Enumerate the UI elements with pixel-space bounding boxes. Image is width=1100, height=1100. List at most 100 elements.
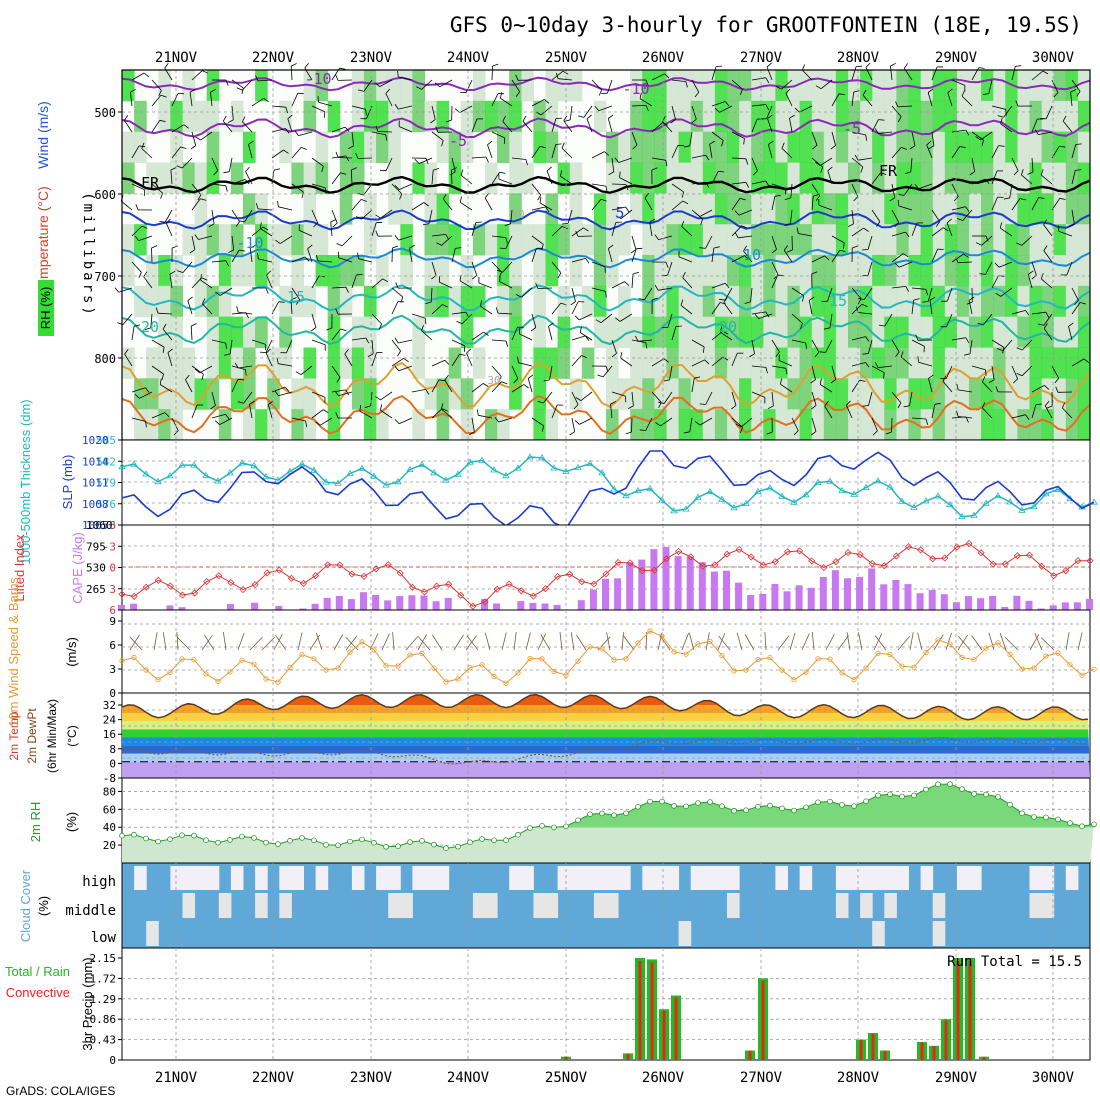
wind-barb-flag (702, 346, 705, 353)
rh-cell (170, 316, 183, 348)
wind-barb (563, 120, 573, 133)
cloud-gap (618, 866, 631, 890)
wind-barb (946, 313, 953, 328)
li-marker (275, 566, 283, 574)
wind-barb (1011, 414, 1026, 419)
rh-cell (545, 131, 559, 163)
wind-barb-flag (237, 401, 244, 404)
y-tick-label: 0.86 (90, 1013, 117, 1026)
wind-barb-flag (1043, 219, 1048, 226)
rh-cell (860, 100, 873, 133)
rh-marker (755, 803, 761, 810)
wind-barb (691, 154, 706, 159)
wind-barb (571, 335, 586, 341)
wind-speed-marker (743, 667, 749, 673)
rh-cell (811, 347, 825, 379)
cape-bar (723, 570, 730, 610)
wind-barb-flag (242, 116, 246, 122)
rh-cell (1005, 347, 1018, 379)
wind-barb (191, 131, 197, 146)
wind-barb (778, 360, 793, 367)
wind-barb-flag (564, 119, 571, 122)
rh-cell (436, 285, 450, 318)
wind-barb-flag (397, 70, 399, 77)
rh-cell (1077, 316, 1091, 348)
wind-barb (1003, 105, 1013, 118)
wind-barb-flag (731, 405, 737, 410)
date-label-bottom-23NOV: 23NOV (350, 1070, 393, 1086)
cape-bar (1001, 607, 1009, 610)
li-marker (759, 561, 767, 569)
rh-marker (959, 786, 965, 792)
cape-bar (444, 597, 452, 610)
wind-barb (543, 391, 553, 404)
wind-barb-flag (394, 337, 399, 344)
rh-cell (969, 162, 982, 194)
wind-barb (1011, 310, 1026, 315)
wind-barb-flag (155, 307, 159, 314)
wind-barb (1071, 79, 1081, 92)
wind-barb-flag (421, 324, 424, 331)
wind-barb-flag (935, 221, 941, 227)
wind-barb-flag (808, 296, 815, 301)
cape-bar (1013, 595, 1021, 610)
rh-cell (364, 70, 377, 102)
contour-label: 10 (743, 246, 761, 264)
wind-barb-flag (257, 252, 259, 259)
wind-barb-flag (361, 199, 367, 202)
rh-cell (412, 409, 425, 441)
wind10m-barb (958, 635, 971, 651)
temp-band (122, 721, 1090, 730)
rh-cell (618, 316, 631, 348)
rh-cell (618, 131, 631, 163)
wind-barb-flag (130, 88, 136, 93)
wind-barb (363, 79, 373, 92)
thickness-series (118, 453, 1098, 520)
wind-barb (691, 105, 697, 120)
rh-marker (719, 803, 725, 809)
wind-barb-flag (854, 154, 859, 161)
wind10m-barb (681, 633, 689, 651)
wind-barb (942, 381, 953, 393)
cloud-gap (230, 866, 244, 890)
rh-cell (448, 131, 462, 163)
rh-cell (702, 316, 716, 348)
wind-barb-flag (1053, 92, 1059, 98)
wind-barb (311, 313, 317, 328)
wind-barb (571, 417, 576, 432)
wind-barb (680, 304, 693, 315)
wind-barb-flag (745, 158, 749, 165)
li-marker (868, 559, 876, 568)
wind10m-barb (873, 633, 883, 651)
wind-barb (931, 249, 938, 263)
wind-barb-flag (639, 92, 642, 99)
rh-cell (714, 193, 728, 225)
wind-barb-flag (639, 429, 646, 431)
rh-cell (666, 70, 680, 102)
wind-barb (1000, 123, 1013, 133)
wind-barb-flag (248, 140, 254, 145)
wind-speed-marker (335, 665, 341, 671)
wind-barb-flag (187, 296, 193, 301)
cloud-grid (175, 863, 1054, 948)
wind-barb-flag (709, 140, 716, 145)
thickness-marker (538, 454, 546, 461)
rh-cell (932, 347, 946, 379)
wind10m-barb (453, 634, 464, 651)
wind-barb-flag (665, 261, 669, 268)
wind-barb-flag (295, 371, 302, 376)
wind-barb-flag (124, 349, 129, 355)
thickness-marker (994, 492, 1002, 499)
wind10m-barb (801, 633, 810, 651)
rh-cell (775, 316, 788, 348)
rh-cell (872, 131, 885, 163)
wind-speed-marker (503, 680, 509, 686)
wind-barb (398, 339, 413, 344)
rh-cell (1053, 100, 1067, 133)
thickness-marker (922, 497, 930, 504)
wind-barb (1021, 365, 1033, 377)
cloud-gap (279, 893, 292, 918)
wind-barb-flag (213, 170, 219, 176)
wind-barb (291, 417, 306, 422)
cloud-gap (606, 893, 619, 918)
